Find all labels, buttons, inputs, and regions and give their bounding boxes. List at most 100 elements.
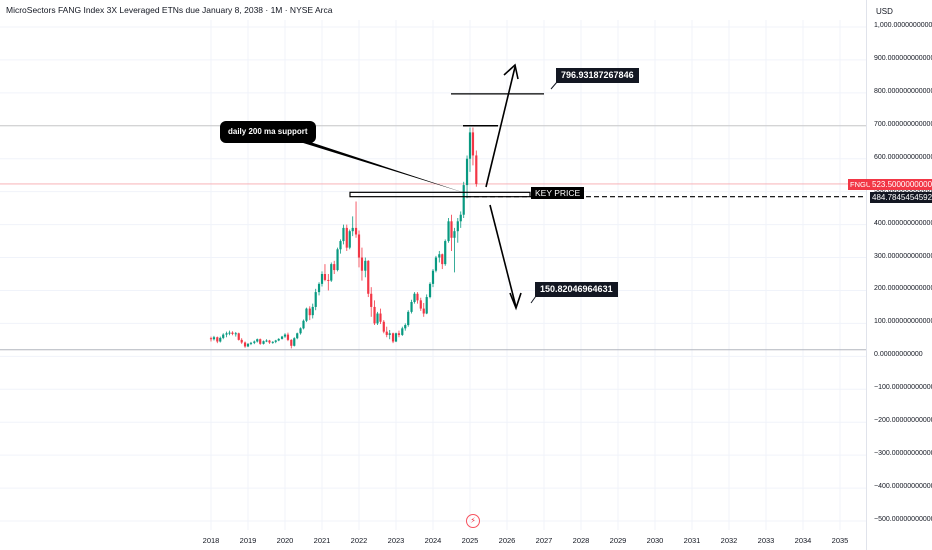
price-tick-label: −400.000000000000 [874,483,932,491]
price-tick-label: −100.000000000000 [874,384,932,392]
candle [413,292,416,304]
candle [265,339,268,343]
candle [348,229,351,250]
chart-title: MicroSectors FANG Index 3X Leveraged ETN… [6,5,333,15]
candle [364,257,367,278]
candle [407,310,410,327]
price-tick-label: −300.000000000000 [874,450,932,458]
price-tick-label: 400.000000000000 [874,219,932,227]
candle [293,337,296,347]
candle [240,338,243,344]
candle [253,340,256,345]
upper-arrow-head [503,63,519,80]
candle [401,326,404,336]
candlestick-series [209,127,478,349]
price-tick-label: 600.000000000000 [874,153,932,161]
candle [475,150,478,187]
candle [391,332,395,344]
candle [434,255,438,273]
time-tick-label: 2026 [499,536,516,545]
candle [379,308,382,325]
time-tick-label: 2024 [425,536,442,545]
candle [444,239,447,266]
candle [231,331,234,336]
candle [259,338,262,345]
time-tick-label: 2019 [240,536,257,545]
candle [222,333,225,340]
last-price-badge: 523.50000000000 [870,179,932,190]
candle [237,332,240,341]
time-tick-label: 2023 [388,536,405,545]
candle [323,264,327,282]
candle [456,218,459,243]
candle [314,288,317,311]
candle [453,227,456,273]
ma-support-pointer [292,136,465,193]
candle [373,300,376,326]
candle [317,282,321,296]
candle [290,339,293,349]
upper-target-label[interactable]: 796.93187267846 [556,68,639,83]
time-tick-label: 2031 [684,536,701,545]
candle [246,343,250,348]
candle [283,333,287,338]
candle [336,247,339,272]
candle [302,319,305,330]
time-tick-label: 2032 [721,536,738,545]
time-tick-label: 2035 [832,536,849,545]
candle [360,247,364,281]
time-tick-label: 2028 [573,536,590,545]
price-tick-label: 700.000000000000 [874,120,932,128]
grid-lines [0,20,866,530]
candle [209,336,213,342]
candle [330,262,333,282]
candle [228,330,231,336]
time-tick-label: 2025 [462,536,479,545]
candle [354,201,358,238]
time-tick-label: 2027 [536,536,553,545]
key-price-zone[interactable] [349,191,531,198]
candle [299,327,302,335]
ma-support-callout[interactable]: daily 200 ma support [220,121,316,143]
currency-label[interactable]: USD [876,7,893,16]
key-price-badge: 484.78454545929 [870,192,932,203]
price-tick-label: 100.000000000000 [874,318,932,326]
candle [468,127,472,172]
price-axis[interactable] [866,0,932,550]
lightning-icon[interactable]: ⚡ [466,514,480,528]
candle [385,326,388,338]
candle [397,330,401,338]
candle [342,224,345,245]
candle [308,306,311,321]
key-price-label[interactable]: KEY PRICE [531,187,585,199]
candle [357,230,361,268]
candle [225,331,228,338]
time-tick-label: 2029 [610,536,627,545]
candle [447,218,450,243]
lower-arrow-line[interactable] [489,204,517,308]
candle [416,292,419,304]
candle [450,214,453,251]
candle [410,299,413,314]
price-tick-label: 200.000000000000 [874,285,932,293]
candle [419,297,422,311]
price-tick-label: −200.000000000000 [874,417,932,425]
candle [438,250,441,263]
candle [212,335,216,341]
candle [256,338,259,343]
price-tick-label: −500.000000000000 [874,516,932,523]
candle [274,339,277,344]
price-tick-label: 500.000000000000 [874,186,932,194]
drawing-tools[interactable] [292,63,558,311]
candle [262,340,265,345]
time-tick-label: 2030 [647,536,664,545]
candle [271,341,274,344]
candle [422,302,425,317]
lower-target-label[interactable]: 150.82046964631 [535,282,618,297]
candle [370,287,373,317]
candle [404,323,407,331]
time-tick-label: 2018 [203,536,220,545]
candle [249,341,253,346]
upper-arrow-line[interactable] [485,66,516,188]
